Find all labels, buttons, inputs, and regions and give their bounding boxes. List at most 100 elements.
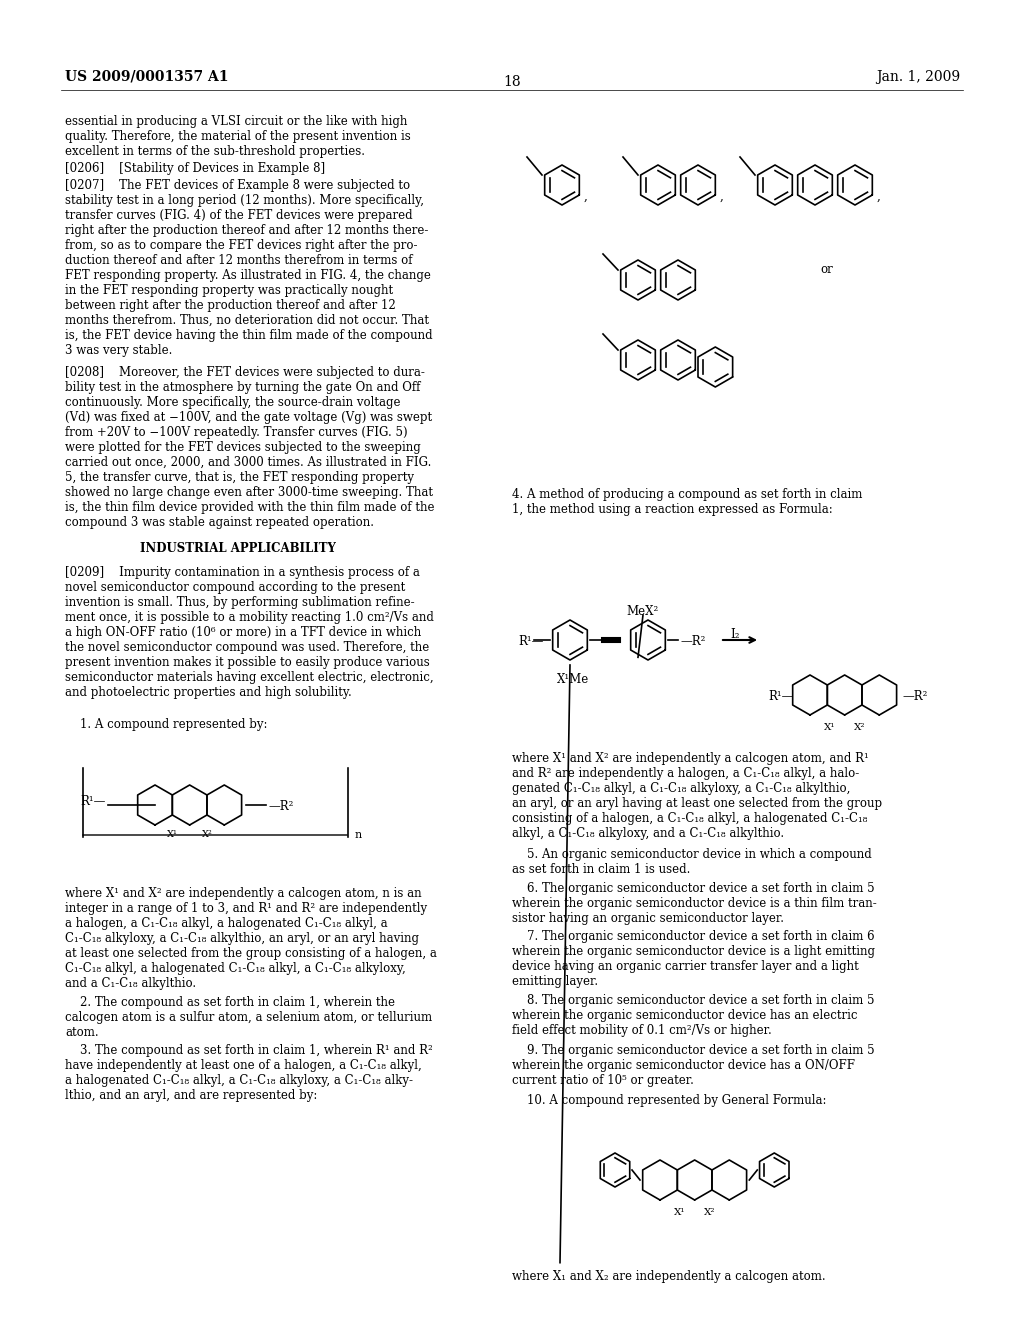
Text: months therefrom. Thus, no deterioration did not occur. That: months therefrom. Thus, no deterioration… bbox=[65, 314, 429, 327]
Text: 18: 18 bbox=[503, 75, 521, 88]
Text: quality. Therefore, the material of the present invention is: quality. Therefore, the material of the … bbox=[65, 129, 411, 143]
Text: wherein the organic semiconductor device is a thin film tran-: wherein the organic semiconductor device… bbox=[512, 898, 877, 909]
Text: 3 was very stable.: 3 was very stable. bbox=[65, 345, 172, 356]
Text: 10. A compound represented by General Formula:: 10. A compound represented by General Fo… bbox=[512, 1094, 826, 1107]
Text: 5. An organic semiconductor device in which a compound: 5. An organic semiconductor device in wh… bbox=[512, 847, 871, 861]
Text: 9. The organic semiconductor device a set forth in claim 5: 9. The organic semiconductor device a se… bbox=[512, 1044, 874, 1057]
Text: X²: X² bbox=[854, 723, 865, 733]
Text: invention is small. Thus, by performing sublimation refine-: invention is small. Thus, by performing … bbox=[65, 597, 415, 609]
Text: X²: X² bbox=[202, 830, 213, 840]
Text: X²: X² bbox=[705, 1208, 716, 1217]
Text: right after the production thereof and after 12 months there-: right after the production thereof and a… bbox=[65, 224, 428, 238]
Text: transfer curves (FIG. 4) of the FET devices were prepared: transfer curves (FIG. 4) of the FET devi… bbox=[65, 209, 413, 222]
Text: where X₁ and X₂ are independently a calcogen atom.: where X₁ and X₂ are independently a calc… bbox=[512, 1270, 825, 1283]
Text: field effect mobility of 0.1 cm²/Vs or higher.: field effect mobility of 0.1 cm²/Vs or h… bbox=[512, 1024, 772, 1038]
Text: n: n bbox=[355, 830, 362, 840]
Text: novel semiconductor compound according to the present: novel semiconductor compound according t… bbox=[65, 581, 406, 594]
Text: R¹—: R¹— bbox=[80, 795, 105, 808]
Text: R¹—: R¹— bbox=[768, 690, 794, 704]
Text: duction thereof and after 12 months therefrom in terms of: duction thereof and after 12 months ther… bbox=[65, 253, 413, 267]
Text: 3. The compound as set forth in claim 1, wherein R¹ and R²: 3. The compound as set forth in claim 1,… bbox=[65, 1044, 433, 1057]
Text: ment once, it is possible to a mobility reacting 1.0 cm²/Vs and: ment once, it is possible to a mobility … bbox=[65, 611, 434, 624]
Text: ,: , bbox=[877, 190, 881, 203]
Text: INDUSTRIAL APPLICABILITY: INDUSTRIAL APPLICABILITY bbox=[140, 543, 336, 554]
Text: 4. A method of producing a compound as set forth in claim: 4. A method of producing a compound as s… bbox=[512, 488, 862, 502]
Text: calcogen atom is a sulfur atom, a selenium atom, or tellurium: calcogen atom is a sulfur atom, a seleni… bbox=[65, 1011, 432, 1024]
Text: 1. A compound represented by:: 1. A compound represented by: bbox=[65, 718, 267, 731]
Text: have independently at least one of a halogen, a C₁-C₁₈ alkyl,: have independently at least one of a hal… bbox=[65, 1059, 422, 1072]
Text: genated C₁-C₁₈ alkyl, a C₁-C₁₈ alkyloxy, a C₁-C₁₈ alkylthio,: genated C₁-C₁₈ alkyl, a C₁-C₁₈ alkyloxy,… bbox=[512, 781, 850, 795]
Text: as set forth in claim 1 is used.: as set forth in claim 1 is used. bbox=[512, 863, 690, 876]
Text: [0207]    The FET devices of Example 8 were subjected to: [0207] The FET devices of Example 8 were… bbox=[65, 180, 411, 191]
Text: ,: , bbox=[720, 190, 724, 203]
Text: R¹—: R¹— bbox=[518, 635, 544, 648]
Text: and R² are independently a halogen, a C₁-C₁₈ alkyl, a halo-: and R² are independently a halogen, a C₁… bbox=[512, 767, 859, 780]
Text: the novel semiconductor compound was used. Therefore, the: the novel semiconductor compound was use… bbox=[65, 642, 429, 653]
Text: 2. The compound as set forth in claim 1, wherein the: 2. The compound as set forth in claim 1,… bbox=[65, 997, 395, 1008]
Text: I₂: I₂ bbox=[730, 628, 739, 642]
Text: [0209]    Impurity contamination in a synthesis process of a: [0209] Impurity contamination in a synth… bbox=[65, 566, 420, 579]
Text: C₁-C₁₈ alkyloxy, a C₁-C₁₈ alkylthio, an aryl, or an aryl having: C₁-C₁₈ alkyloxy, a C₁-C₁₈ alkylthio, an … bbox=[65, 932, 419, 945]
Text: —R²: —R² bbox=[268, 800, 294, 813]
Text: where X¹ and X² are independently a calcogen atom, and R¹: where X¹ and X² are independently a calc… bbox=[512, 752, 868, 766]
Text: wherein the organic semiconductor device has a ON/OFF: wherein the organic semiconductor device… bbox=[512, 1059, 855, 1072]
Text: 7. The organic semiconductor device a set forth in claim 6: 7. The organic semiconductor device a se… bbox=[512, 931, 874, 942]
Text: emitting layer.: emitting layer. bbox=[512, 975, 598, 987]
Text: atom.: atom. bbox=[65, 1026, 98, 1039]
Text: present invention makes it possible to easily produce various: present invention makes it possible to e… bbox=[65, 656, 430, 669]
Text: 8. The organic semiconductor device a set forth in claim 5: 8. The organic semiconductor device a se… bbox=[512, 994, 874, 1007]
Text: compound 3 was stable against repeated operation.: compound 3 was stable against repeated o… bbox=[65, 516, 374, 529]
Text: between right after the production thereof and after 12: between right after the production there… bbox=[65, 300, 395, 312]
Text: and photoelectric properties and high solubility.: and photoelectric properties and high so… bbox=[65, 686, 352, 700]
Text: from +20V to −100V repeatedly. Transfer curves (FIG. 5): from +20V to −100V repeatedly. Transfer … bbox=[65, 426, 408, 440]
Text: consisting of a halogen, a C₁-C₁₈ alkyl, a halogenated C₁-C₁₈: consisting of a halogen, a C₁-C₁₈ alkyl,… bbox=[512, 812, 867, 825]
Text: bility test in the atmosphere by turning the gate On and Off: bility test in the atmosphere by turning… bbox=[65, 381, 421, 393]
Text: a high ON-OFF ratio (10⁶ or more) in a TFT device in which: a high ON-OFF ratio (10⁶ or more) in a T… bbox=[65, 626, 421, 639]
Text: and a C₁-C₁₈ alkylthio.: and a C₁-C₁₈ alkylthio. bbox=[65, 977, 197, 990]
Text: X¹: X¹ bbox=[167, 830, 177, 840]
Text: were plotted for the FET devices subjected to the sweeping: were plotted for the FET devices subject… bbox=[65, 441, 421, 454]
Text: wherein the organic semiconductor device has an electric: wherein the organic semiconductor device… bbox=[512, 1008, 857, 1022]
Text: MeX²: MeX² bbox=[627, 605, 659, 618]
Text: essential in producing a VLSI circuit or the like with high: essential in producing a VLSI circuit or… bbox=[65, 115, 408, 128]
Text: [0206]    [Stability of Devices in Example 8]: [0206] [Stability of Devices in Example … bbox=[65, 162, 326, 176]
Text: where X¹ and X² are independently a calcogen atom, n is an: where X¹ and X² are independently a calc… bbox=[65, 887, 422, 900]
Text: from, so as to compare the FET devices right after the pro-: from, so as to compare the FET devices r… bbox=[65, 239, 418, 252]
Text: integer in a range of 1 to 3, and R¹ and R² are independently: integer in a range of 1 to 3, and R¹ and… bbox=[65, 902, 427, 915]
Text: a halogen, a C₁-C₁₈ alkyl, a halogenated C₁-C₁₈ alkyl, a: a halogen, a C₁-C₁₈ alkyl, a halogenated… bbox=[65, 917, 388, 931]
Text: excellent in terms of the sub-threshold properties.: excellent in terms of the sub-threshold … bbox=[65, 145, 365, 158]
Text: FET responding property. As illustrated in FIG. 4, the change: FET responding property. As illustrated … bbox=[65, 269, 431, 282]
Text: X¹Me: X¹Me bbox=[557, 673, 589, 686]
Text: current ratio of 10⁵ or greater.: current ratio of 10⁵ or greater. bbox=[512, 1074, 694, 1086]
Text: X¹: X¹ bbox=[674, 1208, 685, 1217]
Text: is, the FET device having the thin film made of the compound: is, the FET device having the thin film … bbox=[65, 329, 432, 342]
Text: US 2009/0001357 A1: US 2009/0001357 A1 bbox=[65, 70, 228, 84]
Text: 5, the transfer curve, that is, the FET responding property: 5, the transfer curve, that is, the FET … bbox=[65, 471, 414, 484]
Text: stability test in a long period (12 months). More specifically,: stability test in a long period (12 mont… bbox=[65, 194, 424, 207]
Text: 1, the method using a reaction expressed as Formula:: 1, the method using a reaction expressed… bbox=[512, 503, 833, 516]
Text: wherein the organic semiconductor device is a light emitting: wherein the organic semiconductor device… bbox=[512, 945, 874, 958]
Text: X¹: X¹ bbox=[823, 723, 835, 733]
Text: or: or bbox=[820, 263, 833, 276]
Text: —R²: —R² bbox=[902, 690, 928, 704]
Text: device having an organic carrier transfer layer and a light: device having an organic carrier transfe… bbox=[512, 960, 859, 973]
Text: continuously. More specifically, the source-drain voltage: continuously. More specifically, the sou… bbox=[65, 396, 400, 409]
Text: in the FET responding property was practically nought: in the FET responding property was pract… bbox=[65, 284, 393, 297]
Text: 6. The organic semiconductor device a set forth in claim 5: 6. The organic semiconductor device a se… bbox=[512, 882, 874, 895]
Text: —R²: —R² bbox=[680, 635, 706, 648]
Text: semiconductor materials having excellent electric, electronic,: semiconductor materials having excellent… bbox=[65, 671, 433, 684]
Text: a halogenated C₁-C₁₈ alkyl, a C₁-C₁₈ alkyloxy, a C₁-C₁₈ alky-: a halogenated C₁-C₁₈ alkyl, a C₁-C₁₈ alk… bbox=[65, 1074, 413, 1086]
Text: sistor having an organic semiconductor layer.: sistor having an organic semiconductor l… bbox=[512, 912, 784, 925]
Text: (Vd) was fixed at −100V, and the gate voltage (Vg) was swept: (Vd) was fixed at −100V, and the gate vo… bbox=[65, 411, 432, 424]
Text: Jan. 1, 2009: Jan. 1, 2009 bbox=[876, 70, 961, 84]
Text: at least one selected from the group consisting of a halogen, a: at least one selected from the group con… bbox=[65, 946, 437, 960]
Text: ,: , bbox=[584, 190, 588, 203]
Text: showed no large change even after 3000-time sweeping. That: showed no large change even after 3000-t… bbox=[65, 486, 433, 499]
Text: [0208]    Moreover, the FET devices were subjected to dura-: [0208] Moreover, the FET devices were su… bbox=[65, 366, 425, 379]
Text: an aryl, or an aryl having at least one selected from the group: an aryl, or an aryl having at least one … bbox=[512, 797, 882, 810]
Text: is, the thin film device provided with the thin film made of the: is, the thin film device provided with t… bbox=[65, 502, 434, 513]
Text: C₁-C₁₈ alkyl, a halogenated C₁-C₁₈ alkyl, a C₁-C₁₈ alkyloxy,: C₁-C₁₈ alkyl, a halogenated C₁-C₁₈ alkyl… bbox=[65, 962, 406, 975]
Text: alkyl, a C₁-C₁₈ alkyloxy, and a C₁-C₁₈ alkylthio.: alkyl, a C₁-C₁₈ alkyloxy, and a C₁-C₁₈ a… bbox=[512, 828, 784, 840]
Text: carried out once, 2000, and 3000 times. As illustrated in FIG.: carried out once, 2000, and 3000 times. … bbox=[65, 455, 431, 469]
Text: lthio, and an aryl, and are represented by:: lthio, and an aryl, and are represented … bbox=[65, 1089, 317, 1102]
